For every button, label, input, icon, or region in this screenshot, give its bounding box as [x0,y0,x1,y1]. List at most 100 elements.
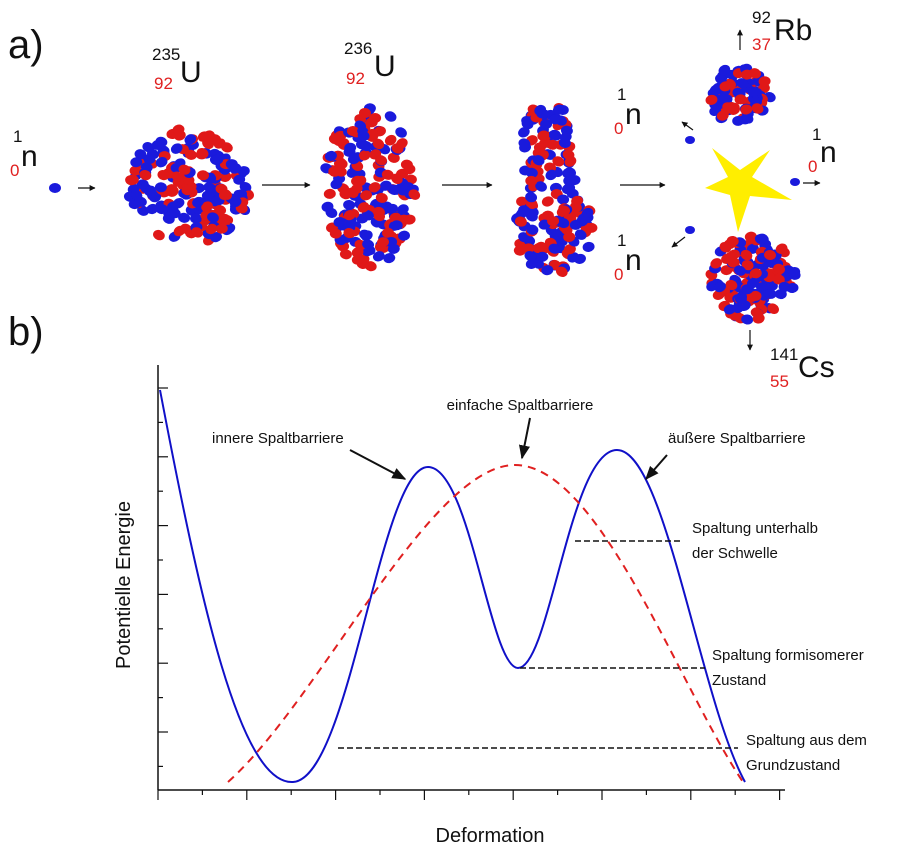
nucleon [525,167,538,178]
nucleon [190,213,202,224]
nucleon [328,166,341,177]
nucleon [346,187,359,199]
symbol: U [180,56,202,89]
nucleon [155,204,168,215]
nucleon [202,138,214,150]
nucleon [192,196,204,208]
nucleon [398,230,410,241]
mass: 92 [752,8,771,27]
nucleon [358,150,371,161]
nucleon [229,163,242,174]
nucleon [736,78,749,89]
nucleon [732,302,745,314]
potential-curve [159,389,746,784]
nucleon [155,157,168,168]
symbol: n [21,140,38,173]
nucleon [207,212,219,223]
mass: 236 [344,39,372,58]
nucleon [383,253,396,264]
nucleon [142,142,155,153]
nucleon [143,153,156,165]
nucleon [220,142,233,153]
nucleon [351,247,364,258]
nucleon [747,278,759,289]
charge: 92 [154,74,173,93]
nucleon [219,171,232,182]
mass: 1 [13,127,22,146]
nucleon [347,154,360,165]
nucleon [535,241,548,252]
nucleon [549,114,562,125]
nucleon [557,194,570,205]
annotation: Grundzustand [746,757,840,774]
nucleon [173,225,186,237]
nucleon [722,102,734,113]
annotation: Spaltung formisomerer [712,647,864,664]
nucleon [333,216,346,228]
nucleon [749,68,762,79]
symbol: Cs [798,351,835,384]
nucleon [558,137,571,148]
nucleon [524,250,537,262]
nucleon [360,190,373,201]
nucleon [390,220,403,231]
u235-label: 235 92 U [152,45,202,93]
nucleon [233,174,246,185]
nucleon [522,243,535,254]
nucleon [535,181,547,192]
nucleon [364,261,377,272]
nucleon [541,196,554,207]
nucleon [171,171,184,182]
neutron-out: 1 0 n [614,226,695,284]
nucleon [754,234,767,245]
nucleon [137,205,149,216]
symbol: n [820,136,837,169]
charge: 55 [770,372,789,391]
nucleon [323,188,336,199]
nucleon [362,210,374,221]
nucleon [157,170,170,181]
nucleon [408,189,421,200]
nucleon [375,155,387,166]
symbol: Rb [774,14,812,47]
nucleon [788,266,801,278]
nucleon [571,195,584,206]
nucleon [533,142,546,153]
nucleon [235,189,247,200]
nucleon [735,292,748,303]
nucleon [764,288,777,299]
simple-barrier-curve [227,463,746,786]
nucleon [536,251,549,262]
nucleon [564,156,577,167]
nucleon [727,257,740,268]
nucleon [705,94,718,105]
nucleon [384,134,397,146]
nucleon [357,202,370,213]
nucleon [139,170,152,181]
nucleon [773,263,785,275]
nucleon [129,165,142,176]
nucleon [343,199,356,211]
nucleon [379,180,392,191]
charge: 0 [614,265,623,284]
annotation: innere Spaltbarriere [212,430,344,447]
nucleon [537,130,550,141]
nucleon [732,115,745,126]
nucleon [525,258,538,269]
nucleon [144,185,156,196]
symbol: U [374,50,396,83]
annotation: äußere Spaltbarriere [668,430,806,447]
nucleon [360,140,373,152]
nucleon [741,314,754,325]
neutron-out: 1 0 n [614,85,695,144]
nucleon [382,227,394,238]
nucleon [746,243,759,254]
nucleon [403,214,416,225]
nucleon [518,126,530,138]
nucleon [146,203,159,215]
nucleus [320,103,421,272]
nucleus [123,124,254,246]
nucleon [343,209,356,221]
nucleon [525,192,538,203]
nucleon [386,203,399,214]
